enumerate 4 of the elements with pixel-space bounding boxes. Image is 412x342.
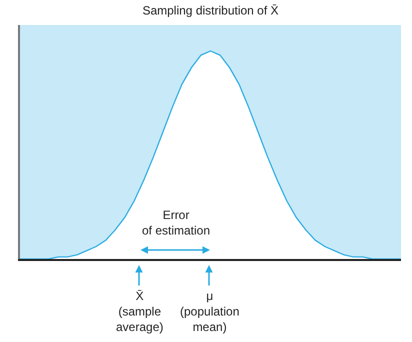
text: X̄ (sample average) [116,289,164,334]
text: μ (population mean) [180,289,240,334]
chart-title: Sampling distribution of X̄ [142,3,279,18]
annotation: Error of estimation [142,208,210,238]
